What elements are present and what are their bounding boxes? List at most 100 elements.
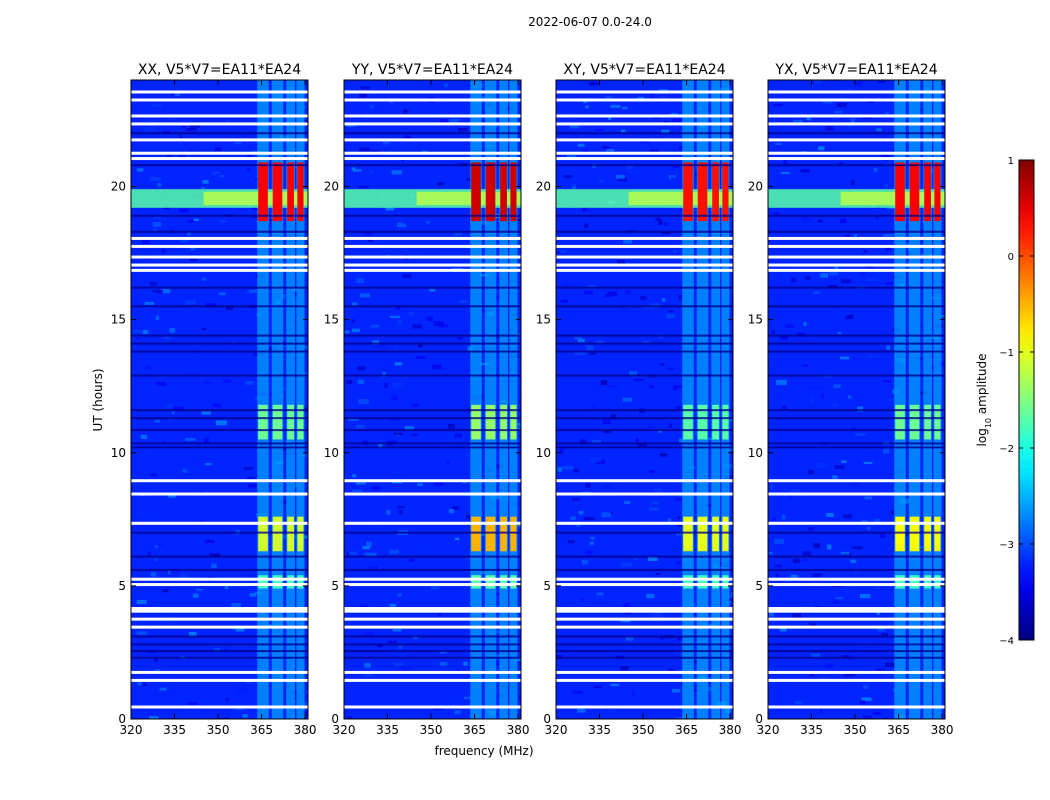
noise-speckle [591, 405, 596, 410]
noise-speckle [841, 460, 847, 463]
y-tick-label: 15 [536, 313, 551, 327]
noise-speckle [620, 665, 629, 671]
noise-speckle [153, 228, 157, 233]
rfi-burst [722, 404, 729, 440]
flag-row-blank [344, 236, 521, 240]
rfi-column [711, 80, 720, 719]
rfi-burst [297, 162, 304, 222]
noise-speckle [637, 442, 647, 447]
noise-speckle [850, 118, 855, 123]
noise-speckle [188, 631, 197, 637]
noise-speckle [769, 611, 774, 617]
noise-speckle [394, 362, 403, 366]
noise-speckle [578, 510, 584, 515]
noise-speckle [635, 438, 639, 443]
flag-row-dark [131, 568, 308, 571]
noise-speckle [178, 208, 189, 213]
noise-speckle [201, 327, 206, 331]
noise-speckle [860, 271, 866, 276]
noise-speckle [851, 426, 856, 430]
rfi-column [682, 80, 694, 719]
noise-speckle [145, 291, 156, 295]
noise-speckle [154, 214, 161, 220]
flag-row-blank [768, 263, 945, 267]
noise-speckle [831, 403, 839, 407]
flag-row-blank [131, 617, 308, 621]
noise-speckle [215, 498, 220, 502]
noise-speckle [222, 378, 232, 383]
noise-speckle [818, 146, 825, 151]
x-tick-label: 350 [420, 723, 443, 737]
noise-speckle [667, 518, 672, 522]
noise-speckle [885, 246, 892, 251]
y-tick-label: 15 [111, 313, 126, 327]
flag-row-dark [768, 305, 945, 308]
noise-speckle [610, 683, 620, 687]
noise-speckle [854, 570, 860, 576]
noise-speckle [772, 227, 783, 230]
noise-speckle [371, 485, 381, 491]
rfi-burst [500, 575, 507, 589]
noise-speckle [655, 217, 661, 221]
flag-row-blank [131, 609, 308, 613]
flag-row-dark [131, 350, 308, 353]
rfi-burst [258, 162, 268, 222]
noise-speckle [610, 414, 616, 420]
flag-row-blank [344, 705, 521, 709]
flag-row-blank [556, 583, 733, 587]
flag-row-dark [768, 656, 945, 659]
flag-row-dark [556, 446, 733, 449]
panel-xy: XY, V5*V7=EA11*EA24 320 335 350 365 380 0 5 10 15… [536, 62, 742, 737]
noise-speckle [574, 337, 583, 340]
noise-speckle [620, 129, 626, 133]
noise-speckle [245, 489, 253, 494]
panel-xx: XX, V5*V7=EA11*EA24 320 335 350 365 380 0 5 10 15… [111, 62, 317, 737]
noise-speckle [859, 682, 864, 687]
rfi-burst [697, 575, 708, 589]
noise-speckle [188, 148, 195, 153]
flag-row-dark [131, 286, 308, 289]
noise-speckle [568, 540, 575, 544]
noise-speckle [833, 276, 837, 280]
noise-speckle [826, 512, 834, 518]
noise-speckle [867, 100, 875, 103]
noise-speckle [607, 291, 618, 297]
noise-speckle [410, 259, 416, 264]
panels-group: XX, V5*V7=EA11*EA24 320 335 350 365 380 0 5 10 15… [111, 62, 954, 737]
noise-speckle [875, 668, 886, 673]
noise-speckle [803, 321, 807, 326]
noise-speckle [302, 371, 308, 377]
noise-speckle [836, 102, 848, 108]
flag-row-dark [768, 643, 945, 646]
noise-speckle [393, 388, 400, 391]
flag-row-dark [344, 429, 521, 432]
colorbar-label: log10 amplitude [975, 354, 993, 447]
noise-speckle [397, 320, 402, 325]
noise-speckle [677, 387, 687, 390]
noise-speckle [854, 433, 866, 436]
rfi-burst [287, 516, 294, 552]
noise-speckle [836, 639, 842, 643]
noise-speckle [890, 510, 898, 515]
noise-speckle [198, 519, 206, 522]
flag-row-blank [131, 479, 308, 483]
noise-speckle [640, 296, 647, 300]
noise-speckle [223, 717, 230, 719]
noise-speckle [246, 289, 257, 294]
rfi-burst [697, 162, 708, 222]
noise-speckle [426, 544, 435, 548]
flag-row-blank [131, 138, 308, 142]
noise-speckle [302, 535, 308, 539]
noise-speckle [397, 593, 403, 597]
noise-speckle [402, 274, 412, 278]
noise-speckle [359, 604, 369, 607]
noise-speckle [592, 439, 601, 444]
noise-speckle [156, 543, 164, 546]
noise-speckle [666, 313, 675, 319]
flag-row-blank [344, 479, 521, 483]
noise-speckle [173, 406, 184, 411]
noise-speckle [586, 345, 594, 351]
noise-speckle [161, 288, 171, 294]
flag-row-dark [556, 531, 733, 534]
noise-speckle [584, 352, 591, 356]
